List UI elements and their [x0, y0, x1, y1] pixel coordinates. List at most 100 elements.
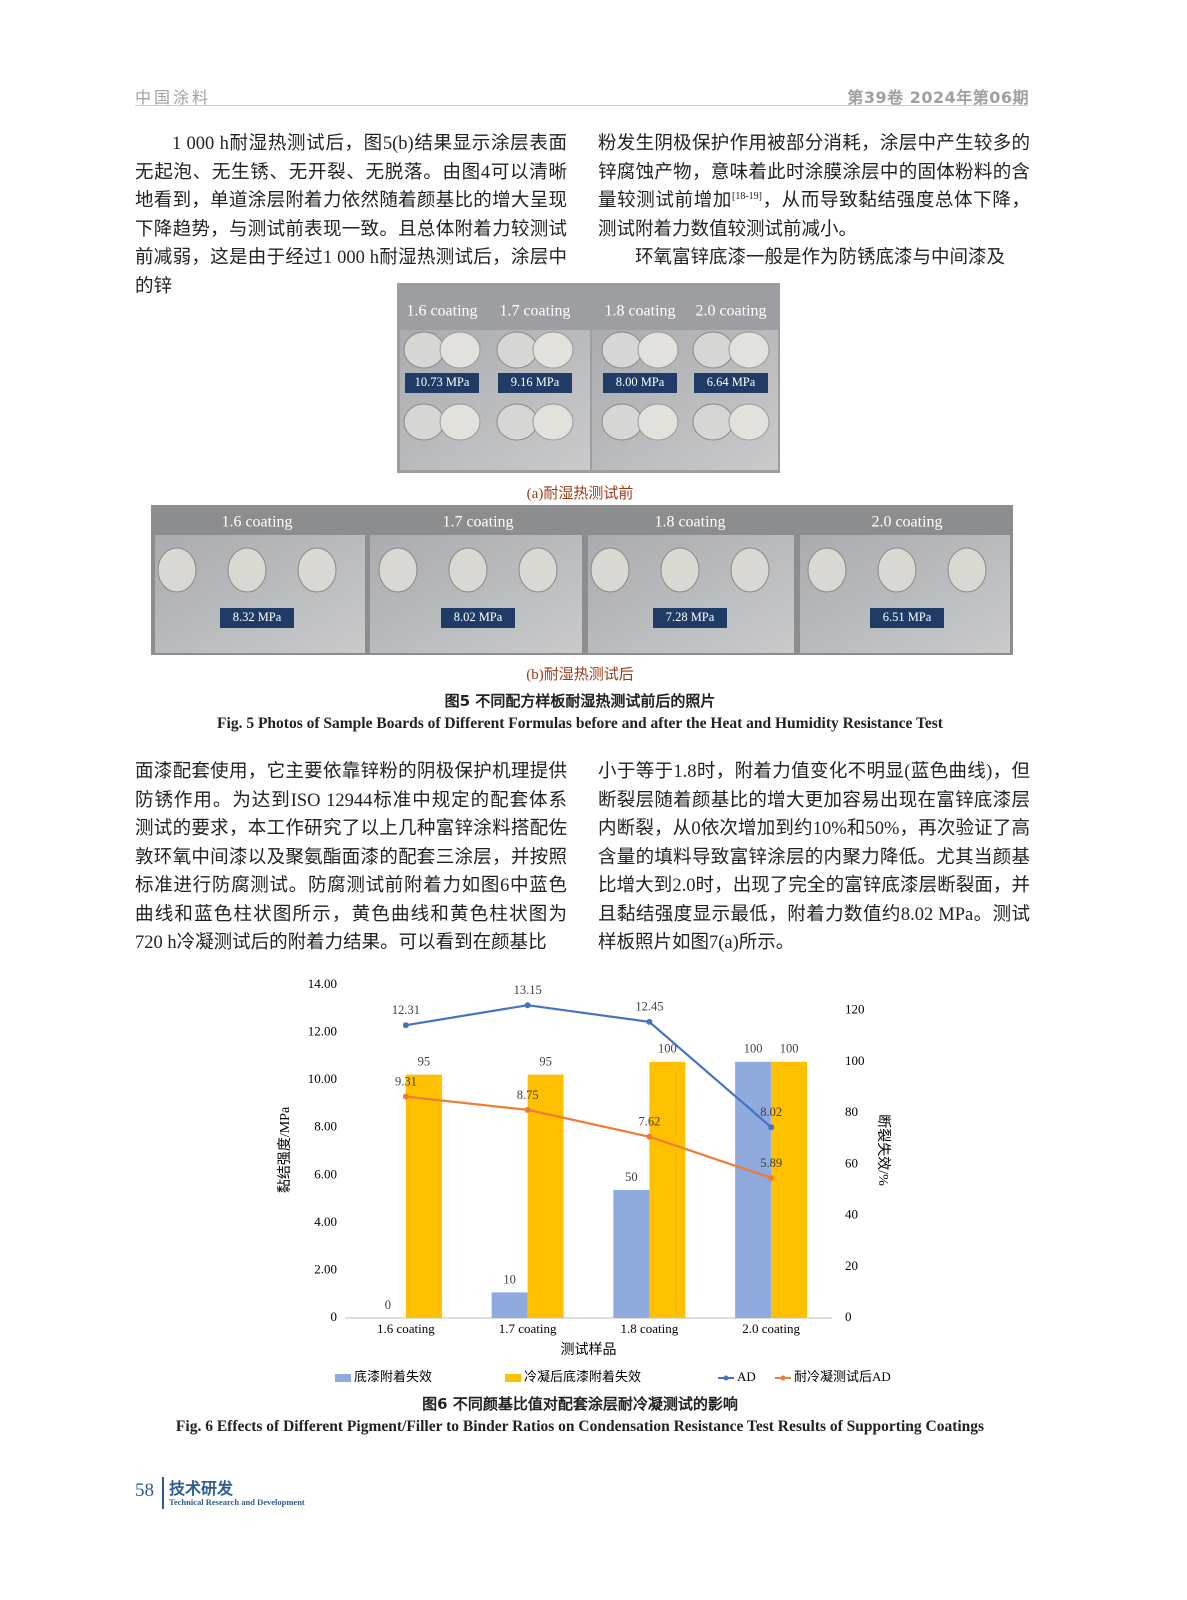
dolly — [692, 331, 734, 369]
dolly — [297, 547, 337, 593]
text: 粉发生阴极保护作用被部分消耗，涂层中产生较多的锌腐蚀产物，意味着此时涂膜涂层中的… — [598, 134, 1030, 211]
photo-value: 8.02 MPa — [454, 610, 503, 624]
dolly — [637, 331, 679, 369]
value-box — [870, 608, 944, 628]
point — [524, 1106, 531, 1113]
data-label: 12.45 — [635, 1000, 663, 1014]
figure-caption-en: Fig. 5 Photos of Sample Boards of Differ… — [217, 715, 943, 732]
figure-caption-en: Fig. 6 Effects of Different Pigment/Fill… — [175, 1418, 985, 1435]
y2-tick-label: 40 — [845, 1207, 858, 1222]
y-tick-label: 8.00 — [314, 1119, 337, 1134]
x-tick-label: 1.8 coating — [620, 1321, 678, 1336]
dolly — [532, 403, 574, 441]
dolly — [496, 331, 538, 369]
legend-label: 冷凝后底漆附着失效 — [524, 1369, 641, 1384]
photo-value: 8.00 MPa — [616, 375, 665, 389]
x-tick-label: 1.7 coating — [499, 1321, 557, 1336]
photo-value: 10.73 MPa — [415, 375, 470, 389]
data-label: 0 — [385, 1298, 391, 1312]
photo-label: 1.6 coating — [406, 303, 477, 320]
dolly — [518, 547, 558, 593]
x-tick-label: 2.0 coating — [742, 1321, 800, 1336]
legend-swatch — [505, 1374, 521, 1382]
issue: 第39卷 2024年第06期 — [847, 88, 1029, 107]
dolly — [692, 403, 734, 441]
column: 小于等于1.8时，附着力值变化不明显(蓝色曲线)，但断裂层随着颜基比的增大更加容… — [598, 758, 1030, 958]
point — [768, 1174, 775, 1181]
dolly — [601, 403, 643, 441]
bar — [491, 1292, 528, 1318]
data-label: 50 — [625, 1170, 638, 1184]
dolly — [496, 403, 538, 441]
x-tick-label: 1.6 coating — [377, 1321, 435, 1336]
point — [646, 1133, 653, 1140]
point — [524, 1002, 531, 1009]
y-tick-label: 4.00 — [314, 1214, 337, 1229]
dolly — [590, 547, 630, 593]
legend-label: AD — [737, 1369, 756, 1384]
legend-swatch — [723, 1375, 729, 1381]
dolly — [660, 547, 700, 593]
dolly — [532, 331, 574, 369]
photo-label: 1.8 coating — [604, 303, 675, 320]
dolly — [637, 403, 679, 441]
y-tick-label: 14.00 — [308, 976, 337, 991]
point — [768, 1124, 775, 1131]
photo-label: 1.8 coating — [654, 514, 725, 531]
subcaption: (b)耐湿热测试后 — [526, 667, 634, 683]
text: ，从而导致黏结强度总体下降，测试附着力数值较测试前减小。 — [598, 191, 1030, 240]
section-name: 技术研发 — [169, 1479, 234, 1498]
y-tick-label: 2.00 — [314, 1261, 337, 1276]
data-label: 9.31 — [395, 1074, 417, 1088]
footer-rule — [162, 1477, 164, 1509]
subcaption: (a)耐湿热测试前 — [526, 486, 634, 502]
value-box — [405, 373, 479, 393]
y2-tick-label: 120 — [845, 1002, 865, 1017]
legend-label: 耐冷凝测试后AD — [794, 1369, 891, 1384]
data-label: 95 — [418, 1055, 431, 1069]
bar — [771, 1061, 808, 1318]
dolly — [439, 331, 481, 369]
value-box — [694, 373, 768, 393]
photo-label: 1.7 coating — [442, 514, 513, 531]
dolly — [403, 403, 445, 441]
photo-label: 1.7 coating — [499, 303, 570, 320]
y-tick-label: 0 — [331, 1309, 338, 1324]
line — [405, 1095, 772, 1179]
photo-value: 6.51 MPa — [883, 610, 932, 624]
header-rule — [135, 105, 1028, 106]
dolly — [439, 403, 481, 441]
photo-label: 2.0 coating — [695, 303, 766, 320]
dolly — [877, 547, 917, 593]
y2-tick-label: 20 — [845, 1258, 858, 1273]
dolly — [807, 547, 847, 593]
bar — [527, 1074, 564, 1318]
point — [402, 1022, 409, 1029]
photo-value: 9.16 MPa — [511, 375, 560, 389]
data-label: 5.89 — [760, 1156, 782, 1170]
column: 面漆配套使用，它主要依靠锌粉的阴极保护机理提供防锈作用。为达到ISO 12944… — [135, 758, 567, 958]
section-name-en: Technical Research and Development — [169, 1497, 305, 1507]
paragraph: 环氧富锌底漆一般是作为防锈底漆与中间漆及 — [635, 248, 1006, 268]
data-label: 7.62 — [638, 1115, 660, 1129]
data-label: 8.75 — [517, 1088, 539, 1102]
paragraph: 1 000 h耐湿热测试后，图5(b)结果显示涂层表面无起泡、无生锈、无开裂、无… — [135, 134, 567, 297]
column: 粉发生阴极保护作用被部分消耗，涂层中产生较多的锌腐蚀产物，意味着此时涂膜涂层中的… — [598, 130, 1030, 273]
point — [646, 1018, 653, 1025]
photo-value: 8.32 MPa — [233, 610, 282, 624]
dolly — [448, 547, 488, 593]
y2-tick-label: 0 — [845, 1309, 852, 1324]
page-number: 58 — [135, 1480, 154, 1501]
dolly — [728, 403, 770, 441]
dolly — [378, 547, 418, 593]
y-tick-label: 6.00 — [314, 1166, 337, 1181]
data-label: 13.15 — [514, 983, 542, 997]
legend-label: 底漆附着失效 — [354, 1369, 432, 1384]
y-tick-label: 10.00 — [308, 1071, 337, 1086]
photo-label: 2.0 coating — [871, 514, 942, 531]
bar — [649, 1061, 686, 1318]
bar — [735, 1061, 772, 1318]
column: 1 000 h耐湿热测试后，图5(b)结果显示涂层表面无起泡、无生锈、无开裂、无… — [135, 130, 567, 301]
figure-caption: 图6 不同颜基比值对配套涂层耐冷凝测试的影响 — [422, 1395, 738, 1413]
data-label: 95 — [539, 1055, 552, 1069]
